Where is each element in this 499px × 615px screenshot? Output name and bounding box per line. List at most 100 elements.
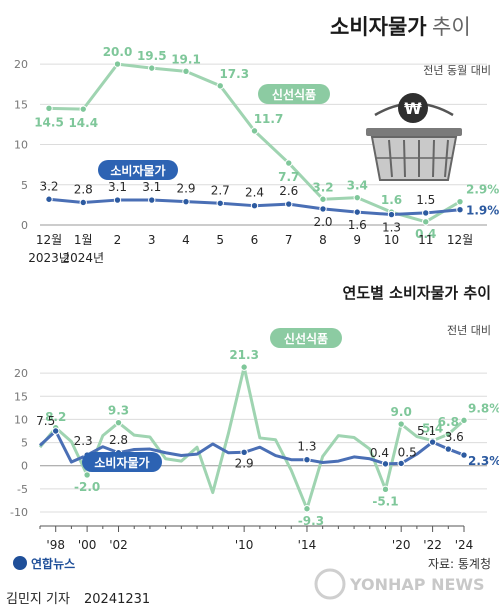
top-x-tick-label: 12월 (447, 233, 473, 247)
top-cpi-data-label: 2.8 (74, 182, 93, 196)
bottom-x-tick-label: '00 (78, 538, 97, 552)
top-unit-label: 전년 동월 대비 (423, 64, 491, 77)
bottom-y-tick-label: 20 (14, 367, 28, 380)
bottom-x-tick-label: '14 (298, 538, 317, 552)
top-fresh-food-point (456, 197, 464, 206)
top-cpi-point (456, 206, 464, 214)
top-cpi-point (182, 197, 190, 206)
bottom-fresh-food-point (381, 485, 390, 494)
top-fresh-food-data-label: 14.5 (34, 115, 64, 129)
top-cpi-label: 소비자물가 (98, 160, 178, 180)
top-cpi-data-label: 1.5 (416, 193, 435, 207)
bottom-cpi-point (303, 455, 311, 464)
top-cpi-point (387, 210, 396, 219)
bottom-y-tick-label: -10 (10, 506, 28, 519)
top-x-tick-label: 11 (418, 233, 433, 247)
top-cpi-data-label: 1.9% (466, 204, 499, 218)
top-cpi-data-label: 1.6 (348, 218, 367, 232)
top-cpi-point (319, 205, 327, 213)
top-cpi-data-label: 2.9 (176, 182, 195, 196)
bottom-x-tick-label: '22 (423, 538, 442, 552)
bottom-x-tick-label: '24 (455, 538, 474, 552)
bottom-chart-grid: -10 -5 0 5 10 15 20 (10, 367, 487, 519)
top-cpi-data-label: 2.4 (245, 186, 264, 200)
bottom-cpi-data-label: 1.3 (297, 440, 316, 454)
publish-date: 20241231 (84, 592, 150, 607)
top-x-tick-label: 12월 (36, 233, 62, 247)
chart-title: 소비자물가 (330, 15, 427, 39)
bottom-fresh-food-data-label: -9.3 (298, 514, 324, 528)
top-cpi-data-label: 2.6 (279, 184, 298, 198)
top-chart-x-axis: 12월 2023년 1월 2024년 2 3 4 5 6 7 8 9 10 11 12월 (28, 233, 473, 265)
bottom-x-tick-label: '02 (109, 538, 128, 552)
top-cpi-point (285, 200, 293, 208)
top-fresh-food-data-label: 17.3 (219, 67, 249, 81)
svg-text:₩: ₩ (404, 99, 422, 118)
top-fresh-food-label: 신선식품 (258, 84, 330, 104)
won-coin-icon: ₩ (398, 93, 428, 123)
top-y-tick-label: 20 (14, 58, 28, 71)
bottom-cpi-data-label: 0.4 (370, 446, 389, 460)
shopping-basket-icon (366, 102, 462, 181)
bottom-y-tick-label: 5 (21, 437, 28, 450)
top-x-tick-label: 7 (285, 233, 293, 247)
bottom-y-tick-label: 15 (14, 390, 28, 403)
top-fresh-food-point (250, 127, 259, 135)
bottom-fresh-food-data-label: 21.3 (229, 348, 259, 362)
bottom-chart-title: 연도별 소비자물가 추이 (343, 284, 491, 302)
svg-text:소비자물가: 소비자물가 (110, 163, 165, 178)
top-x-tick-label: 4 (182, 233, 190, 247)
bottom-fresh-food-data-label: 5.4 (422, 422, 443, 436)
top-fresh-food-data-label: 14.4 (68, 116, 98, 130)
top-fresh-food-data-label: 7.7 (278, 170, 299, 184)
svg-text:연합뉴스: 연합뉴스 (31, 556, 75, 571)
top-x-tick-label: 10 (384, 233, 399, 247)
bottom-cpi-point (428, 438, 437, 446)
bottom-cpi-data-label: 2.9 (235, 456, 254, 470)
top-y-tick-label: 0 (21, 219, 28, 232)
top-fresh-food-data-label: 11.7 (254, 112, 284, 126)
bottom-cpi-data-label: 0.5 (398, 445, 417, 459)
top-chart-data-labels: 14.5 14.4 20.0 19.5 19.1 17.3 11.7 7.7 3.2 3.4 1.6… (34, 45, 499, 241)
top-fresh-food-point (148, 64, 156, 72)
top-fresh-food-point (182, 67, 190, 76)
top-fresh-food-point (113, 60, 122, 68)
bottom-cpi-data-label: 7.5 (36, 414, 55, 428)
bottom-fresh-food-label: 신선식품 (270, 328, 342, 348)
top-fresh-food-point (45, 104, 53, 113)
bottom-chart-x-axis: '98 '00 '02 '10 '14 '20 '22 '24 (39, 525, 474, 552)
top-fresh-food-data-label: 19.5 (137, 49, 167, 63)
bottom-fresh-food-point (303, 505, 311, 513)
bottom-chart-lines (38, 363, 468, 513)
svg-text:신선식품: 신선식품 (272, 87, 316, 102)
yonhap-watermark: YONHAP NEWS (314, 568, 485, 600)
bottom-cpi-data-label: 2.3% (468, 454, 499, 468)
top-x-tick-label: 8 (319, 233, 327, 247)
top-x-tick-label: 6 (251, 233, 259, 247)
top-fresh-food-data-label: 3.4 (347, 179, 368, 193)
bottom-y-tick-label: 0 (21, 460, 28, 473)
bottom-unit-label: 전년 대비 (447, 324, 491, 337)
top-y-tick-label: 15 (14, 98, 28, 111)
top-cpi-point (353, 208, 361, 216)
top-fresh-food-point (353, 193, 361, 202)
top-cpi-data-label: 3.2 (39, 179, 58, 193)
bottom-cpi-point (460, 451, 468, 459)
bottom-cpi-data-label: 2.3 (74, 434, 93, 448)
bottom-y-tick-label: -5 (17, 483, 28, 496)
bottom-x-tick-label: '20 (392, 538, 411, 552)
bottom-cpi-point (397, 459, 405, 468)
yonhap-logo: 연합뉴스 (13, 556, 75, 571)
svg-text:신선식품: 신선식품 (284, 331, 328, 346)
bottom-x-tick-label: '98 (46, 538, 65, 552)
top-fresh-food-data-label: 1.6 (381, 193, 402, 207)
chart-title-suffix: 추이 (432, 15, 471, 39)
top-cpi-point (79, 198, 87, 207)
top-x-tick-label: 1월 (74, 233, 93, 247)
bottom-cpi-point (52, 427, 60, 435)
top-x-year-label: 2023년 (28, 251, 70, 265)
top-fresh-food-point (216, 82, 224, 90)
top-fresh-food-data-label: 19.1 (171, 52, 201, 66)
svg-text:YONHAP NEWS: YONHAP NEWS (349, 575, 485, 594)
top-fresh-food-point (319, 195, 327, 203)
